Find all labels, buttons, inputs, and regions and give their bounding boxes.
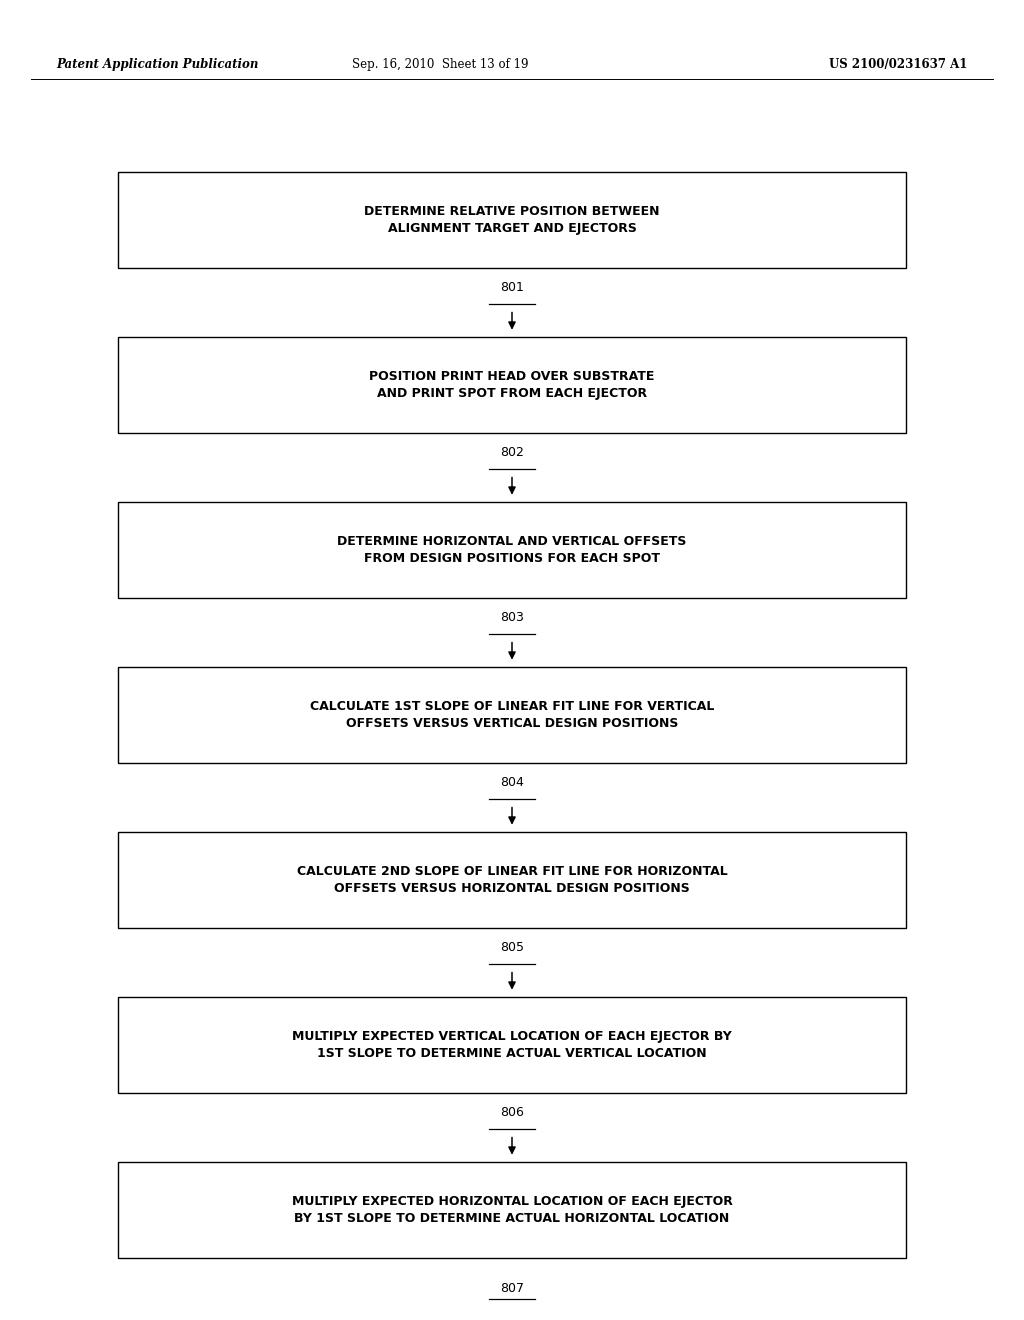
Bar [118,832,906,928]
Bar [118,1162,906,1258]
Text: 806: 806 [500,1106,524,1118]
Text: DETERMINE HORIZONTAL AND VERTICAL OFFSETS
FROM DESIGN POSITIONS FOR EACH SPOT: DETERMINE HORIZONTAL AND VERTICAL OFFSET… [337,535,687,565]
Bar [118,502,906,598]
Bar [118,667,906,763]
Bar [118,997,906,1093]
Text: CALCULATE 1ST SLOPE OF LINEAR FIT LINE FOR VERTICAL
OFFSETS VERSUS VERTICAL DESI: CALCULATE 1ST SLOPE OF LINEAR FIT LINE F… [310,700,714,730]
Text: Sep. 16, 2010  Sheet 13 of 19: Sep. 16, 2010 Sheet 13 of 19 [352,58,528,71]
Text: MULTIPLY EXPECTED HORIZONTAL LOCATION OF EACH EJECTOR
BY 1ST SLOPE TO DETERMINE : MULTIPLY EXPECTED HORIZONTAL LOCATION OF… [292,1195,732,1225]
Text: 805: 805 [500,941,524,953]
Text: Patent Application Publication: Patent Application Publication [56,58,259,71]
Text: 803: 803 [500,611,524,623]
Bar [118,172,906,268]
Text: 802: 802 [500,446,524,458]
Text: CALCULATE 2ND SLOPE OF LINEAR FIT LINE FOR HORIZONTAL
OFFSETS VERSUS HORIZONTAL : CALCULATE 2ND SLOPE OF LINEAR FIT LINE F… [297,865,727,895]
Text: 807: 807 [500,1282,524,1295]
Text: US 2100/0231637 A1: US 2100/0231637 A1 [829,58,968,71]
Text: 804: 804 [500,776,524,788]
Text: MULTIPLY EXPECTED VERTICAL LOCATION OF EACH EJECTOR BY
1ST SLOPE TO DETERMINE AC: MULTIPLY EXPECTED VERTICAL LOCATION OF E… [292,1030,732,1060]
Text: 801: 801 [500,281,524,293]
Text: DETERMINE RELATIVE POSITION BETWEEN
ALIGNMENT TARGET AND EJECTORS: DETERMINE RELATIVE POSITION BETWEEN ALIG… [365,205,659,235]
Bar [118,337,906,433]
Text: POSITION PRINT HEAD OVER SUBSTRATE
AND PRINT SPOT FROM EACH EJECTOR: POSITION PRINT HEAD OVER SUBSTRATE AND P… [370,370,654,400]
